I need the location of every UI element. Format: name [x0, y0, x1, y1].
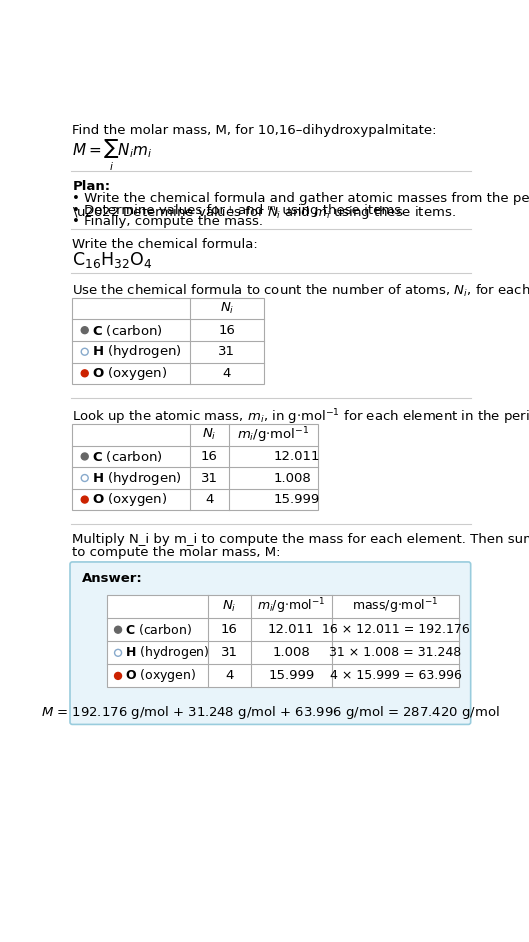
- Text: 1.008: 1.008: [272, 646, 310, 659]
- Text: $N_i$: $N_i$: [222, 599, 236, 614]
- Circle shape: [81, 327, 88, 333]
- Text: 16: 16: [218, 324, 235, 336]
- Text: Use the chemical formula to count the number of atoms, $N_i$, for each element:: Use the chemical formula to count the nu…: [72, 283, 529, 299]
- Text: Answer:: Answer:: [81, 572, 142, 585]
- Circle shape: [81, 453, 88, 460]
- Text: 4: 4: [225, 670, 233, 682]
- Circle shape: [115, 626, 122, 633]
- Circle shape: [81, 370, 88, 377]
- Text: $m_i$/g$\cdot$mol$^{-1}$: $m_i$/g$\cdot$mol$^{-1}$: [257, 597, 325, 616]
- Text: Write the chemical formula:: Write the chemical formula:: [72, 237, 258, 251]
- Circle shape: [81, 496, 88, 503]
- Text: $M = \sum_i N_i m_i$: $M = \sum_i N_i m_i$: [72, 139, 153, 173]
- Text: 12.011: 12.011: [273, 450, 320, 463]
- Text: Plan:: Plan:: [72, 180, 111, 193]
- Text: $\bf{O}$ (oxygen): $\bf{O}$ (oxygen): [92, 365, 167, 382]
- Text: $\bf{C}$ (carbon): $\bf{C}$ (carbon): [125, 623, 192, 637]
- Text: • Determine values for ᵎᵢ and ᵐᵢ using these items.: • Determine values for ᵎᵢ and ᵐᵢ using t…: [72, 203, 406, 217]
- Circle shape: [81, 475, 88, 481]
- Text: 31: 31: [221, 646, 238, 659]
- Text: $\bf{C}$ (carbon): $\bf{C}$ (carbon): [92, 323, 162, 337]
- Text: • Write the chemical formula and gather atomic masses from the periodic table.: • Write the chemical formula and gather …: [72, 192, 529, 205]
- Text: mass/g$\cdot$mol$^{-1}$: mass/g$\cdot$mol$^{-1}$: [352, 597, 439, 616]
- Text: \u2022 Determine values for $N_i$ and $m_i$ using these items.: \u2022 Determine values for $N_i$ and $m…: [72, 203, 456, 221]
- Text: 4: 4: [205, 493, 214, 506]
- Text: $\mathrm{C_{16}H_{32}O_4}$: $\mathrm{C_{16}H_{32}O_4}$: [72, 250, 153, 270]
- Text: $m_i$/g$\cdot$mol$^{-1}$: $m_i$/g$\cdot$mol$^{-1}$: [237, 425, 309, 445]
- Text: 16: 16: [201, 450, 218, 463]
- Text: 1.008: 1.008: [273, 472, 311, 484]
- Circle shape: [81, 349, 88, 355]
- Text: 31: 31: [201, 472, 218, 484]
- Text: $\bf{H}$ (hydrogen): $\bf{H}$ (hydrogen): [125, 644, 209, 661]
- Text: 15.999: 15.999: [273, 493, 320, 506]
- Text: $N_i$: $N_i$: [220, 301, 234, 317]
- Text: • Finally, compute the mass.: • Finally, compute the mass.: [72, 216, 263, 229]
- Text: 16 × 12.011 = 192.176: 16 × 12.011 = 192.176: [322, 624, 469, 636]
- Text: 16: 16: [221, 624, 238, 636]
- Circle shape: [115, 673, 122, 679]
- Text: 4 × 15.999 = 63.996: 4 × 15.999 = 63.996: [330, 670, 461, 682]
- Text: $\bf{C}$ (carbon): $\bf{C}$ (carbon): [92, 449, 162, 464]
- Text: Look up the atomic mass, $m_i$, in g$\cdot$mol$^{-1}$ for each element in the pe: Look up the atomic mass, $m_i$, in g$\cd…: [72, 407, 529, 427]
- Text: $M$ = 192.176 g/mol + 31.248 g/mol + 63.996 g/mol = 287.420 g/mol: $M$ = 192.176 g/mol + 31.248 g/mol + 63.…: [41, 705, 500, 722]
- Text: $N_i$: $N_i$: [202, 428, 217, 443]
- Bar: [72, 298, 264, 384]
- Text: $\bf{O}$ (oxygen): $\bf{O}$ (oxygen): [125, 668, 196, 685]
- Bar: [72, 424, 318, 511]
- FancyBboxPatch shape: [70, 562, 471, 724]
- Text: $\bf{O}$ (oxygen): $\bf{O}$ (oxygen): [92, 491, 167, 508]
- Text: 12.011: 12.011: [268, 624, 315, 636]
- Text: $\bf{H}$ (hydrogen): $\bf{H}$ (hydrogen): [92, 343, 181, 360]
- Text: 15.999: 15.999: [268, 670, 314, 682]
- Text: Multiply N_i by m_i to compute the mass for each element. Then sum those values: Multiply N_i by m_i to compute the mass …: [72, 533, 529, 546]
- Text: 31: 31: [218, 345, 235, 358]
- Text: to compute the molar mass, M:: to compute the molar mass, M:: [72, 545, 281, 559]
- Text: Find the molar mass, M, for 10,16–dihydroxypalmitate:: Find the molar mass, M, for 10,16–dihydr…: [72, 123, 437, 137]
- Bar: [107, 595, 459, 688]
- Text: 4: 4: [223, 366, 231, 380]
- Text: 31 × 1.008 = 31.248: 31 × 1.008 = 31.248: [330, 646, 462, 659]
- Circle shape: [115, 649, 122, 657]
- Text: $\bf{H}$ (hydrogen): $\bf{H}$ (hydrogen): [92, 469, 181, 486]
